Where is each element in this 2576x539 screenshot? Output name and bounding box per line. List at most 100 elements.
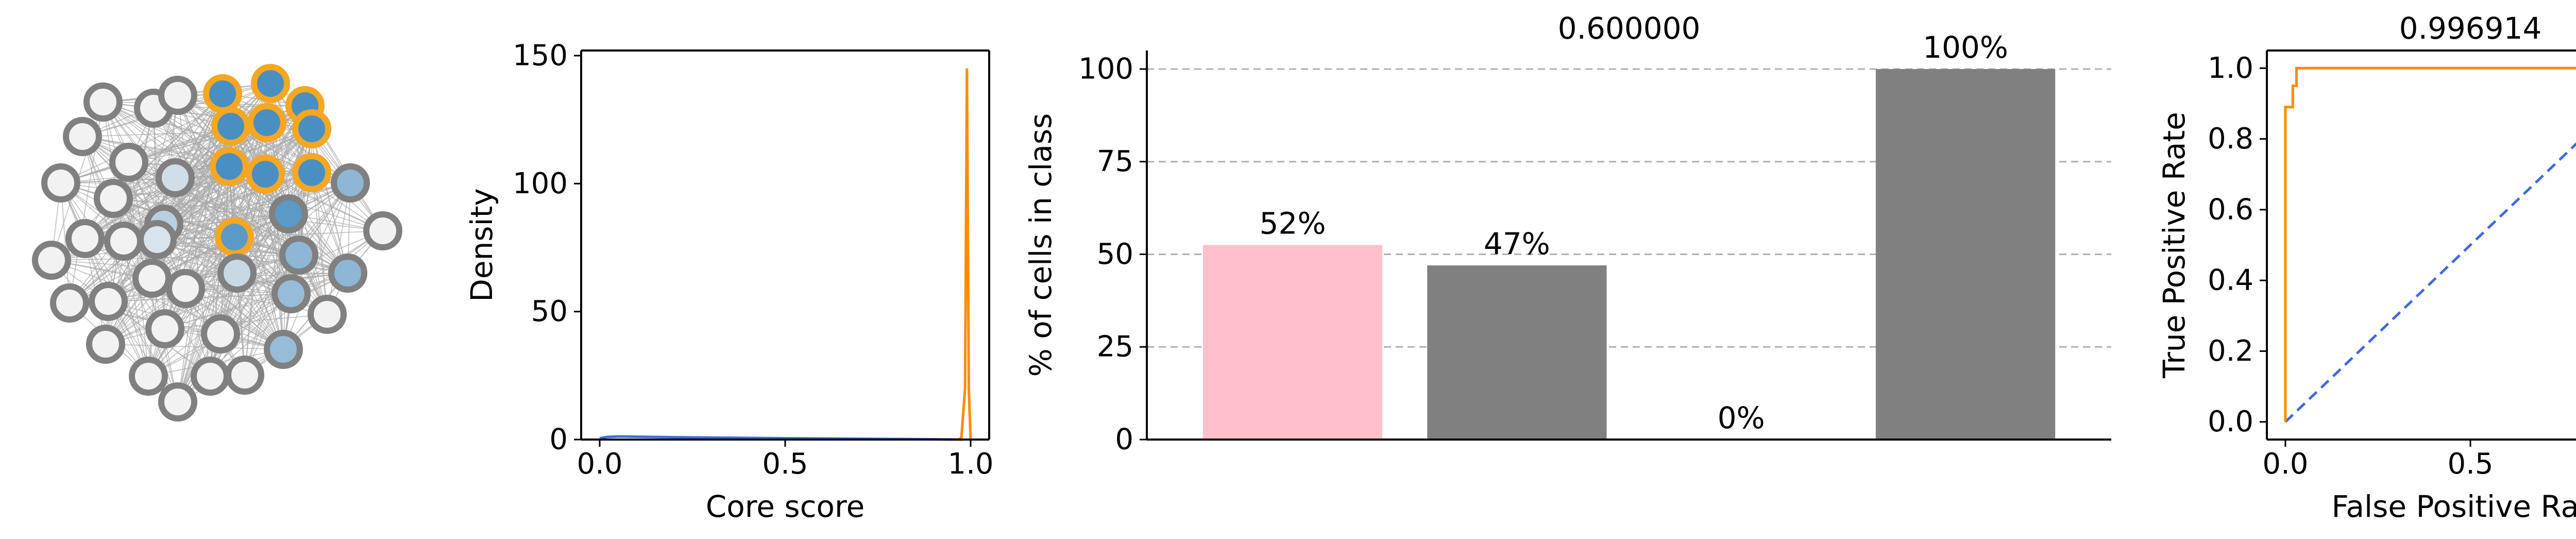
periphery-node (363, 211, 402, 250)
network-edge (283, 230, 383, 350)
roc-panel: 0.00.51.00.00.20.40.60.81.0 0.996914 Fal… (2157, 11, 2576, 524)
core-node (251, 64, 290, 103)
network-edge (82, 136, 238, 274)
roc-y-tick-label: 0.0 (2208, 405, 2253, 439)
periphery-node (129, 357, 168, 396)
density-y-tick-label: 50 (531, 295, 568, 328)
density-panel: 0.0 0.5 1.0 0 50 100 150 Core score Density (464, 39, 994, 524)
bar-y-tick-label: 25 (1097, 330, 1133, 364)
network-edge (177, 95, 312, 129)
periphery-node (63, 117, 102, 156)
network-edge (148, 273, 238, 377)
periphery-node (94, 179, 133, 218)
periphery-node (331, 163, 370, 203)
network-edge (60, 182, 70, 304)
network-edge (210, 255, 299, 377)
bar-data-label: 0% (1718, 400, 1765, 435)
network-edge (163, 224, 348, 274)
density-y-tick-label: 100 (513, 167, 568, 200)
network-edge (113, 198, 383, 231)
roc-y-tick-label: 0.2 (2208, 334, 2253, 368)
periphery-node (191, 357, 230, 396)
bar (1202, 245, 1383, 440)
core-node (292, 109, 331, 148)
roc-axes: 0.00.51.00.00.20.40.60.81.0 (2208, 49, 2576, 481)
roc-chance-line (2284, 142, 2576, 423)
periphery-node (272, 274, 311, 313)
periphery-node (83, 82, 123, 122)
periphery-node (166, 269, 205, 308)
roc-y-tick-label: 0.6 (2208, 193, 2253, 226)
bar-axes: 0 25 50 75 100 (1078, 50, 2111, 457)
density-x-tick-label: 1.0 (947, 447, 993, 481)
periphery-node (201, 314, 240, 353)
bar-y-tick-label: 50 (1097, 238, 1133, 271)
core-node (246, 155, 285, 194)
network-panel (32, 64, 402, 422)
roc-series (2284, 66, 2576, 423)
network-edge (265, 174, 284, 350)
network-edge (164, 314, 328, 329)
roc-y-tick-label: 0.4 (2208, 264, 2253, 297)
periphery-node (65, 219, 105, 258)
roc-chart-title: 0.996914 (2399, 11, 2542, 46)
bar-y-tick-label: 0 (1115, 423, 1133, 457)
network-edge (60, 182, 149, 377)
core-node (247, 103, 286, 142)
network-edge (128, 162, 284, 350)
bar-data-label: 52% (1260, 206, 1326, 241)
periphery-node (158, 382, 197, 422)
network-edge (311, 128, 348, 274)
network-edge (82, 136, 178, 402)
roc-x-tick-label: 0.5 (2447, 447, 2493, 481)
periphery-node (132, 259, 172, 298)
network-edge (153, 108, 292, 294)
density-y-tick-label: 0 (549, 423, 568, 457)
network-edge (108, 301, 178, 402)
density-series (599, 68, 972, 441)
periphery-node (32, 241, 71, 280)
periphery-node (50, 283, 89, 323)
periphery-node (41, 163, 80, 203)
periphery-node (86, 325, 125, 364)
network-edge (148, 273, 348, 377)
periphery-node (308, 295, 347, 334)
network-edge (291, 182, 351, 294)
density-axes: 0.0 0.5 1.0 0 50 100 150 (513, 39, 993, 481)
roc-x-axis-label: False Positive Rate (2331, 489, 2576, 524)
bar (1875, 69, 2056, 440)
periphery-node (217, 254, 257, 293)
roc-y-axis-label: True Positive Rate (2157, 112, 2192, 379)
density-series-line-2 (954, 68, 972, 441)
roc-curve (2284, 66, 2576, 422)
periphery-node (145, 309, 184, 348)
core-node (292, 153, 331, 192)
core-node (211, 107, 250, 146)
periphery-node (328, 254, 367, 293)
bar-series: 52% 47% 0% 100% (1202, 30, 2056, 440)
bar-y-axis-label: % of cells in class (1023, 113, 1058, 377)
periphery-node (279, 235, 318, 275)
bar-y-tick-label: 75 (1097, 145, 1133, 178)
density-y-tick-label: 150 (513, 39, 568, 72)
network-edge (60, 166, 230, 183)
roc-y-tick-label: 1.0 (2208, 52, 2253, 85)
network-edge (51, 260, 284, 350)
roc-y-tick-label: 0.8 (2208, 122, 2253, 156)
network-nodes (32, 64, 402, 422)
roc-x-tick-label: 0.0 (2262, 447, 2308, 481)
density-x-tick-label: 0.0 (577, 447, 622, 481)
density-x-tick-label: 0.5 (762, 447, 808, 481)
bar (1427, 265, 1607, 440)
core-node (215, 217, 254, 257)
bar-y-tick-label: 100 (1078, 52, 1133, 86)
core-node (210, 147, 249, 186)
periphery-node (225, 356, 264, 395)
bar-chart-title: 0.600000 (1558, 11, 1701, 46)
density-y-axis-label: Density (464, 188, 499, 302)
network-edge (103, 102, 292, 294)
network-edge (103, 102, 299, 256)
bar-data-label: 100% (1923, 30, 2008, 65)
density-x-axis-label: Core score (706, 489, 865, 524)
